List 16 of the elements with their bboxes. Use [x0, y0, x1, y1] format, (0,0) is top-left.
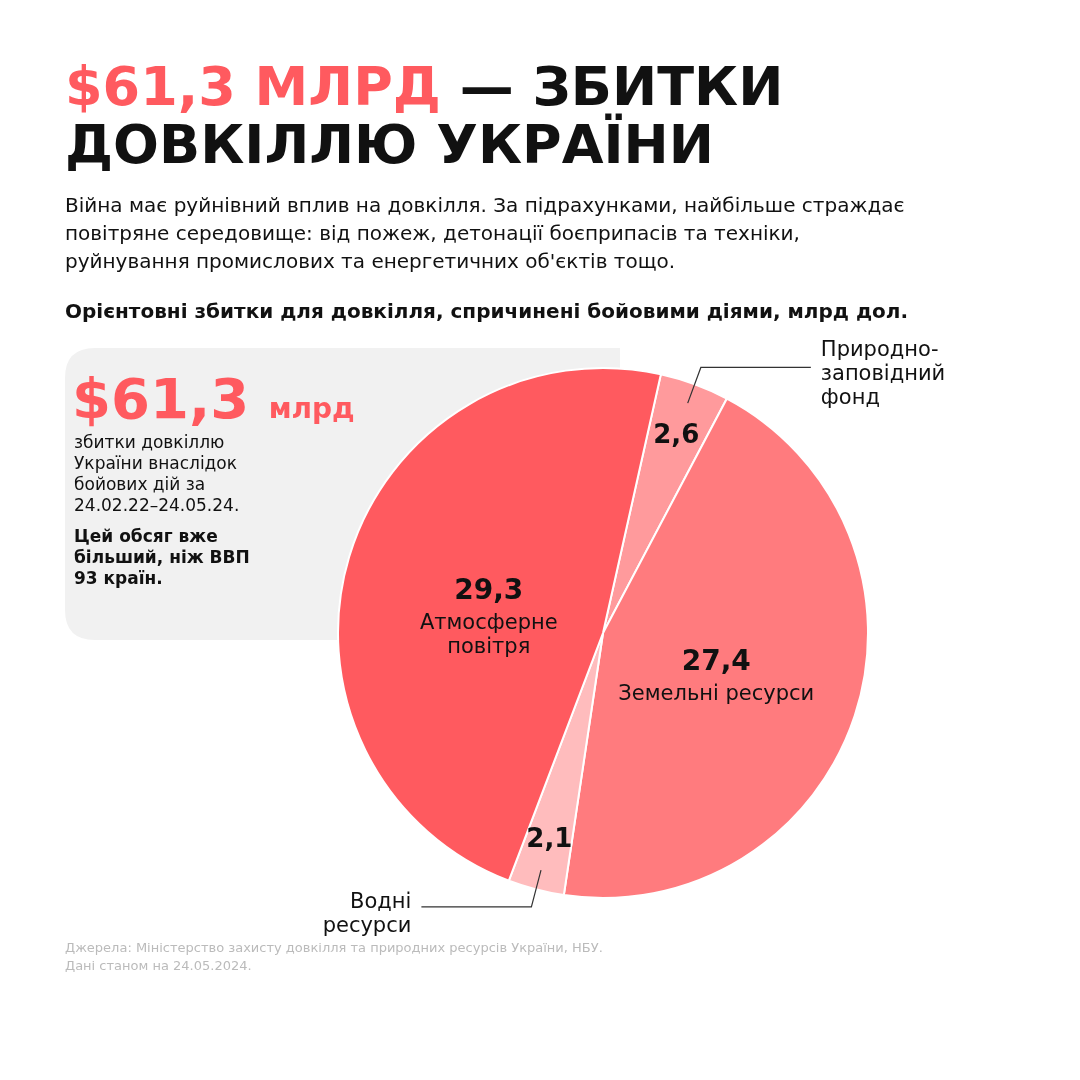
- text: $61,3 млрд: [72, 366, 355, 431]
- chart-title: $61,3 МЛРД — ЗБИТКИ ДОВКІЛЛЮ УКРАЇНИ: [65, 55, 784, 176]
- data-label: 2,6: [653, 419, 700, 450]
- text: Цей обсяг вже більший, ніж ВВП 93 країн.: [74, 526, 250, 588]
- text: збитки довкіллю України внаслідок бойових дій за 24.02.22–24.05.24.: [74, 432, 240, 515]
- text: Джерела: Міністерство захисту довкілля та природних ресурсів України, НБУ.: [65, 940, 603, 955]
- data-label: 29,3: [454, 572, 524, 606]
- slice-label: Атмосферне повітря: [419, 609, 558, 658]
- data-label: 27,4: [681, 644, 751, 678]
- slice-label: Природно-заповідний фонд: [820, 337, 946, 410]
- text: Орієнтовні збитки для довкілля, спричинені бойовими діями, млрд дол.: [65, 299, 909, 323]
- data-label: 2,1: [526, 823, 573, 854]
- chart-subtitle: Війна має руйнівний вплив на довкілля. За підрахунками, найбільше страждає повітряне середовище: від пожеж, детонації боєприпасів та техніки, руйнування промислових та енергетичних об'єктів тощо.: [65, 193, 905, 273]
- slice-label: Водні ресурси: [322, 888, 412, 937]
- text: Дані станом на 24.05.2024.: [65, 958, 252, 973]
- slice-label: Земельні ресурси: [618, 681, 815, 706]
